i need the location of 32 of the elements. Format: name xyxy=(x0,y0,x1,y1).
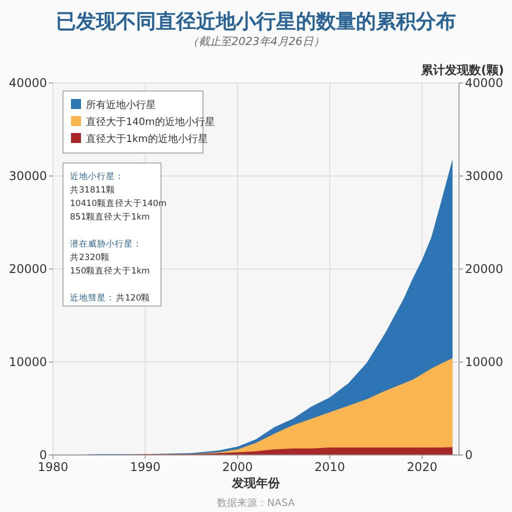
y2-axis-title: 累计发现数(颗) xyxy=(420,63,504,77)
chart-subtitle: （截止至2023年4月26日） xyxy=(188,35,324,48)
source-note: 数据来源：NASA xyxy=(217,497,296,509)
annotation: 近地小行星： xyxy=(70,171,124,182)
x-tick-label: 2020 xyxy=(406,460,438,474)
annotation: 共31811颗 xyxy=(70,184,116,196)
x-tick-label: 1990 xyxy=(130,460,161,474)
y2-tick-label: 30000 xyxy=(465,169,504,184)
x-tick-label: 1980 xyxy=(38,460,68,474)
annotation: 近地彗星： xyxy=(70,292,115,304)
y-tick-label: 20000 xyxy=(8,262,47,276)
y2-tick-label: 20000 xyxy=(465,262,504,276)
y2-tick-label: 0 xyxy=(465,448,473,462)
annotation: 150颗直径大于1km xyxy=(70,266,150,276)
x-tick-label: 2010 xyxy=(314,460,346,474)
annotation: 潜在威胁小行星： xyxy=(70,238,142,250)
y2-tick-label: 40000 xyxy=(465,76,504,90)
annotation: 10410颗直径大于140m xyxy=(70,198,167,209)
x-axis-title: 发现年份 xyxy=(231,476,281,490)
annotation: 共120颗 xyxy=(116,292,150,304)
legend-label: 直径大于1km的近地小行星 xyxy=(86,133,208,145)
annotation: 851颗直径大于1km xyxy=(70,212,150,222)
x-tick-label: 2000 xyxy=(222,460,253,474)
chart-title: 已发现不同直径近地小行星的数量的累积分布 xyxy=(56,9,456,33)
y-tick-label: 30000 xyxy=(8,169,47,184)
y2-tick-label: 10000 xyxy=(465,355,504,370)
y-tick-label: 0 xyxy=(39,448,47,462)
annotation: 共2320颗 xyxy=(70,252,110,263)
y-tick-label: 10000 xyxy=(8,355,47,370)
legend-label: 直径大于140m的近地小行星 xyxy=(86,116,215,128)
legend-label: 所有近地小行星 xyxy=(86,99,156,111)
y-tick-label: 40000 xyxy=(8,76,47,90)
